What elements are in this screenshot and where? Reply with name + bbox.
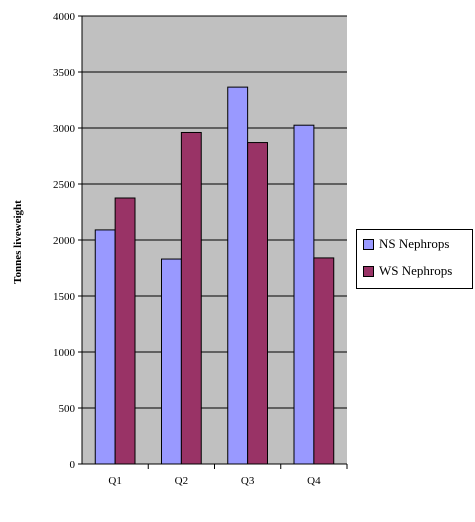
legend: NS Nephrops WS Nephrops <box>356 229 473 289</box>
y-tick-label-2500: 2500 <box>53 179 76 191</box>
y-tick-label-3500: 3500 <box>53 67 76 79</box>
y-tick-label-1000: 1000 <box>53 347 76 359</box>
bar-ns-nephrops-q3 <box>227 86 249 465</box>
y-tick-label-3000: 3000 <box>53 123 76 135</box>
y-tick-label-500: 500 <box>59 403 76 415</box>
bar-ws-nephrops-q3 <box>247 142 268 465</box>
bar-ns-nephrops-q1 <box>94 229 116 465</box>
x-tick-label-q1: Q1 <box>108 475 121 487</box>
bar-ws-nephrops-q1 <box>114 197 136 465</box>
x-tick-label-q2: Q2 <box>175 475 188 487</box>
y-tick-label-0: 0 <box>70 459 76 471</box>
legend-swatch-ns <box>363 238 374 250</box>
bar-ws-nephrops-q4 <box>313 257 335 465</box>
legend-item-ws: WS Nephrops <box>363 263 452 279</box>
bar-ns-nephrops-q2 <box>161 258 182 465</box>
bar-ws-nephrops-q2 <box>180 131 202 465</box>
legend-swatch-ws <box>363 265 374 277</box>
y-tick-label-2000: 2000 <box>53 235 76 247</box>
y-tick-label-4000: 4000 <box>53 11 76 23</box>
x-tick-label-q4: Q4 <box>307 475 321 487</box>
axes: 0 500 1000 1500 2000 2500 3000 3500 4000 Q1 Q2 Q3 Q4 <box>53 11 348 487</box>
legend-label-ns: NS Nephrops <box>379 236 450 251</box>
x-tick-label-q3: Q3 <box>241 475 255 487</box>
legend-item-ns: NS Nephrops <box>363 236 449 252</box>
bar-ns-nephrops-q4 <box>293 124 315 465</box>
y-axis-title: Tonnes liveweight <box>12 200 24 284</box>
y-tick-label-1500: 1500 <box>53 291 76 303</box>
legend-label-ws: WS Nephrops <box>379 263 453 278</box>
